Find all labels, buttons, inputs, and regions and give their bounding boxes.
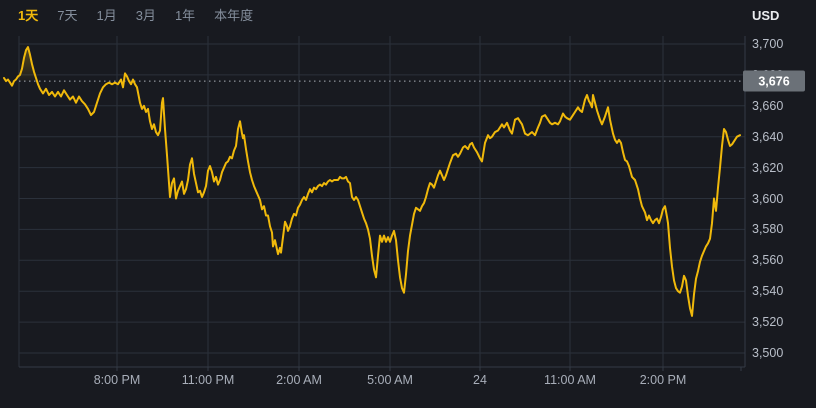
time-range-tabs: 1天 7天 1月 3月 1年 本年度 bbox=[18, 7, 253, 25]
x-axis-label: 2:00 AM bbox=[276, 373, 322, 387]
x-axis-label: 24 bbox=[473, 373, 487, 387]
x-axis-label: 5:00 AM bbox=[367, 373, 413, 387]
y-axis-label: 3,640 bbox=[752, 129, 784, 144]
tab-range-3[interactable]: 3月 bbox=[135, 8, 156, 23]
current-price-value: 3,676 bbox=[758, 74, 790, 89]
x-axis-label: 11:00 AM bbox=[544, 373, 596, 387]
y-axis-label: 3,560 bbox=[752, 253, 784, 268]
x-axis-label: 11:00 PM bbox=[181, 373, 235, 387]
price-line bbox=[3, 46, 741, 317]
y-axis-label: 3,520 bbox=[752, 315, 784, 330]
currency-label: USD bbox=[752, 8, 780, 23]
y-axis-label: 3,660 bbox=[752, 98, 784, 113]
y-axis-label: 3,700 bbox=[752, 37, 784, 51]
x-axis-label: 2:00 PM bbox=[639, 373, 687, 387]
x-axis-label: 8:00 PM bbox=[93, 373, 141, 387]
y-axis-label: 3,620 bbox=[752, 160, 784, 175]
tab-range-4[interactable]: 1年 bbox=[174, 8, 196, 23]
price-area-fill bbox=[19, 47, 740, 82]
y-axis-label: 3,500 bbox=[752, 346, 784, 360]
tab-range-2[interactable]: 1月 bbox=[96, 8, 117, 23]
y-axis-label: 3,600 bbox=[752, 191, 784, 206]
tab-range-5[interactable]: 本年度 bbox=[214, 8, 254, 23]
current-price-badge: 3,676 bbox=[743, 70, 805, 92]
y-axis-label: 3,540 bbox=[752, 284, 784, 299]
tab-range-1[interactable]: 7天 bbox=[57, 8, 78, 23]
tab-range-0[interactable]: 1天 bbox=[18, 8, 39, 23]
y-axis-label: 3,580 bbox=[752, 222, 784, 237]
